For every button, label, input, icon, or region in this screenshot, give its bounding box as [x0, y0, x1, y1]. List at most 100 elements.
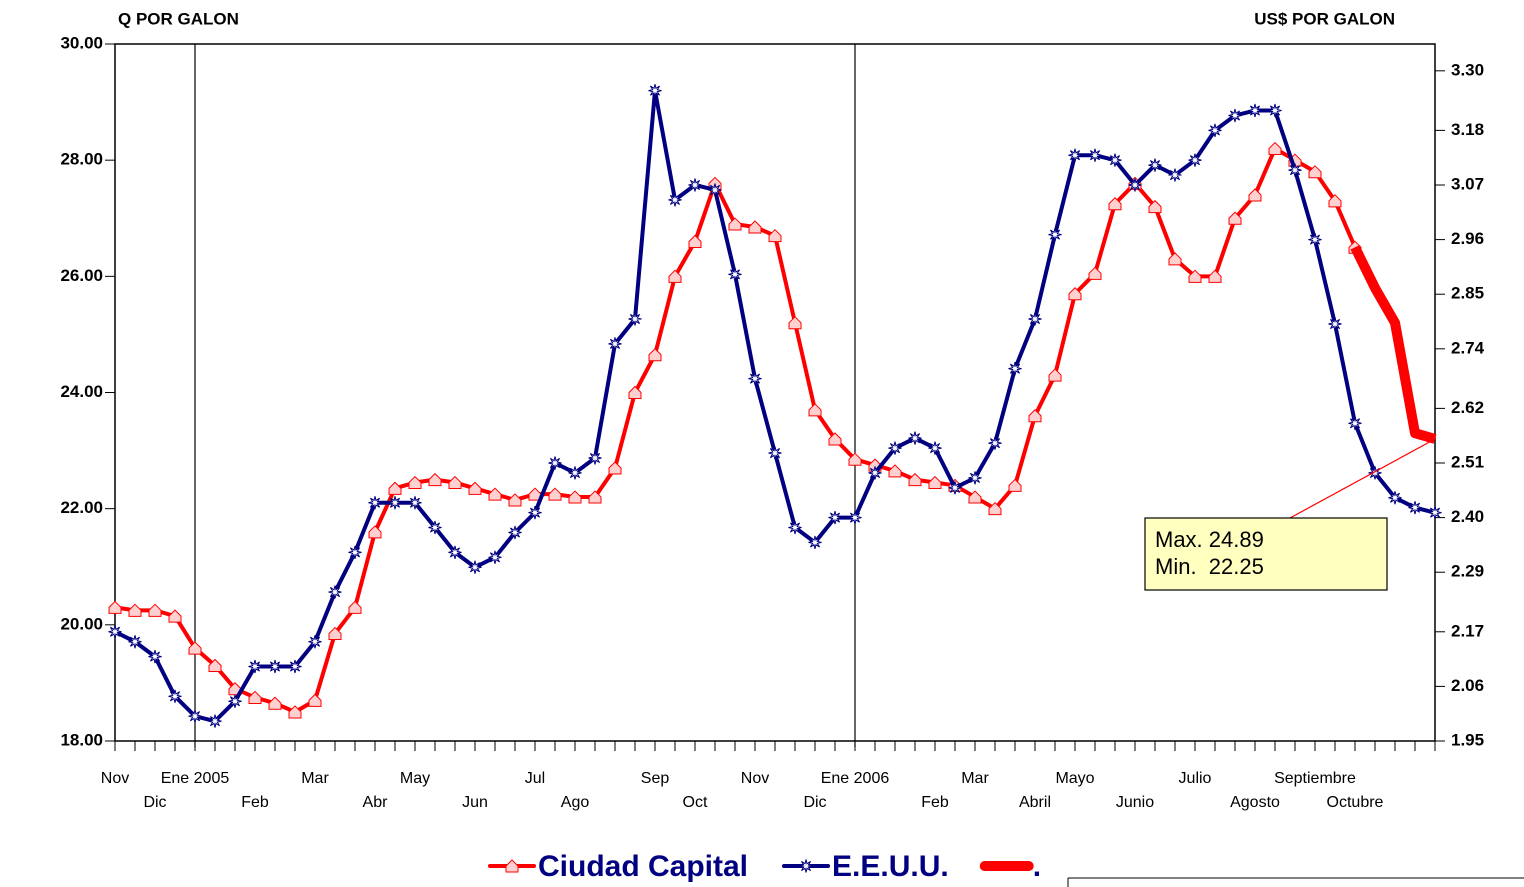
x-tick-label: Sep: [641, 770, 670, 787]
x-tick-label: May: [400, 770, 430, 787]
y2-tick-label: 2.62: [1451, 398, 1484, 417]
marker: [808, 535, 822, 550]
marker: [748, 371, 762, 386]
marker: [188, 709, 202, 723]
marker: [1368, 466, 1382, 480]
x-tick-label: Mar: [961, 770, 989, 787]
marker: [448, 545, 462, 559]
marker: [968, 471, 982, 485]
marker: [768, 228, 782, 243]
x-tick-label: Ene 2006: [821, 770, 890, 787]
marker: [888, 441, 902, 455]
marker: [1288, 163, 1302, 177]
marker: [1148, 199, 1162, 214]
marker: [888, 464, 902, 478]
marker: [1088, 266, 1102, 280]
y2-tick-label: 2.96: [1451, 229, 1484, 248]
marker: [468, 560, 482, 574]
marker: [505, 859, 519, 873]
marker: [1168, 252, 1182, 266]
marker: [308, 635, 322, 649]
marker: [1308, 165, 1322, 179]
marker: [548, 456, 562, 470]
series-line: [114, 88, 1436, 724]
marker: [168, 609, 182, 623]
marker: [948, 481, 962, 495]
marker: [688, 178, 702, 192]
x-tick-label: Abr: [363, 794, 389, 811]
x-tick-label: Julio: [1179, 770, 1212, 787]
marker: [808, 403, 822, 417]
marker: [508, 525, 522, 540]
marker: [588, 451, 602, 465]
marker: [799, 859, 813, 873]
marker: [188, 641, 202, 655]
marker: [308, 693, 322, 707]
marker: [968, 490, 982, 504]
marker: [128, 603, 142, 617]
marker: [1008, 478, 1022, 492]
marker: [568, 490, 582, 504]
marker: [408, 496, 422, 510]
marker: [868, 466, 882, 480]
marker: [588, 490, 602, 504]
marker: [348, 600, 362, 614]
marker: [1028, 312, 1042, 326]
legend-label: .: [1033, 850, 1041, 883]
marker: [1068, 287, 1082, 301]
marker: [1428, 506, 1442, 520]
marker: [848, 510, 862, 525]
marker: [388, 481, 402, 495]
marker: [428, 520, 442, 535]
marker: [168, 689, 182, 703]
marker: [788, 316, 802, 330]
y-tick-label: 30.00: [60, 33, 103, 52]
y2-tick-label: 2.06: [1451, 676, 1484, 695]
y2-tick-label: 2.17: [1451, 621, 1484, 640]
marker: [268, 696, 282, 710]
marker: [1068, 148, 1082, 162]
y2-tick-label: 3.30: [1451, 60, 1484, 79]
y2-axis-title: US$ POR GALON: [1254, 9, 1395, 28]
marker: [928, 441, 942, 455]
marker: [1388, 491, 1402, 505]
y2-tick-label: 2.51: [1451, 452, 1484, 471]
y-tick-label: 20.00: [60, 614, 103, 633]
marker: [1408, 501, 1422, 515]
marker: [1048, 228, 1062, 242]
marker: [908, 431, 922, 445]
y-tick-label: 24.00: [60, 382, 103, 401]
y2-tick-label: 3.07: [1451, 174, 1484, 193]
marker: [908, 472, 922, 487]
marker: [148, 649, 162, 664]
marker: [1048, 368, 1062, 382]
marker: [408, 475, 422, 490]
x-tick-label: Feb: [241, 794, 269, 811]
marker: [1208, 269, 1222, 283]
x-tick-label: Agosto: [1230, 794, 1280, 811]
annotation: Max. 24.89: [1155, 527, 1264, 552]
marker: [668, 193, 682, 207]
marker: [928, 475, 942, 490]
marker: [648, 348, 662, 362]
series-line: [114, 146, 1357, 714]
marker: [1228, 108, 1242, 123]
marker: [1108, 153, 1122, 167]
marker: [1248, 103, 1262, 118]
marker: [628, 312, 642, 326]
x-tick-label: Jul: [525, 770, 545, 787]
annotation: Min. 22.25: [1155, 554, 1264, 579]
marker: [568, 466, 582, 480]
y2-tick-label: 2.85: [1451, 284, 1484, 303]
marker: [108, 600, 122, 614]
legend-label: E.E.U.U.: [832, 850, 949, 883]
marker: [988, 436, 1002, 450]
marker: [428, 472, 442, 487]
x-tick-label: Nov: [101, 770, 129, 787]
marker: [748, 220, 762, 234]
marker: [348, 545, 362, 559]
marker: [1128, 178, 1142, 192]
marker: [1228, 211, 1242, 225]
marker: [848, 452, 862, 466]
marker: [1188, 153, 1202, 167]
